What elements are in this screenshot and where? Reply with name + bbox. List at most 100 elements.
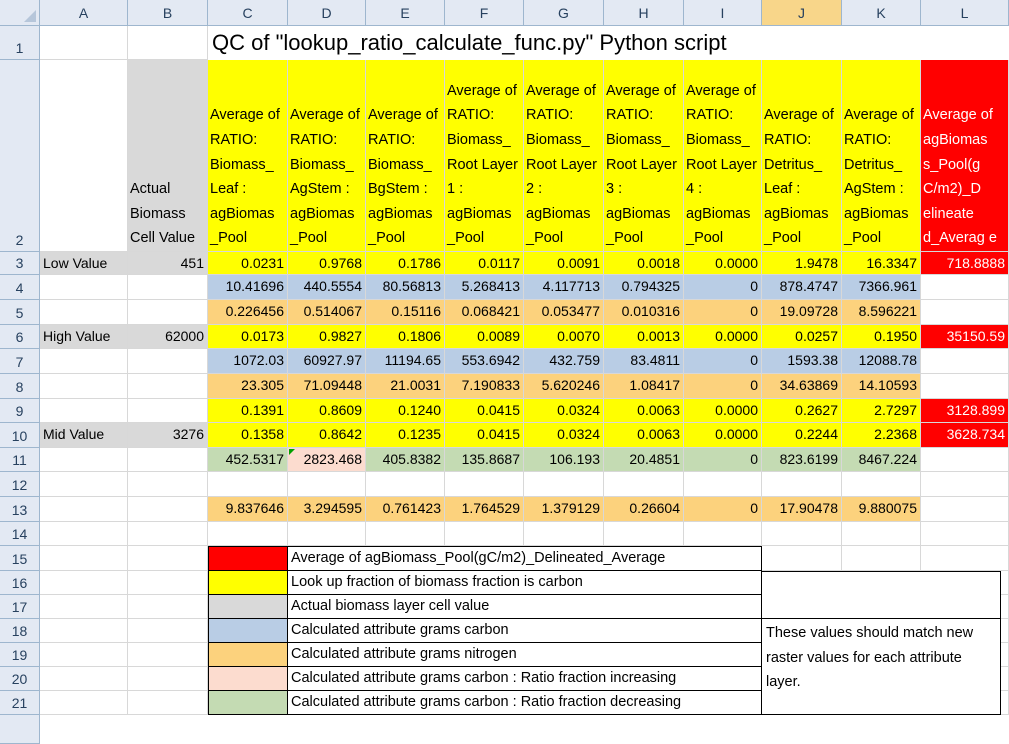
value-cell[interactable]: 823.6199 bbox=[762, 448, 842, 472]
value-cell[interactable]: 1072.03 bbox=[208, 349, 288, 374]
cell[interactable] bbox=[128, 26, 208, 60]
value-cell[interactable]: 21.0031 bbox=[366, 374, 445, 399]
row-label-cell[interactable] bbox=[40, 399, 128, 423]
row-header-10[interactable]: 10 bbox=[0, 423, 40, 448]
value-cell[interactable]: 71.09448 bbox=[288, 374, 366, 399]
cell[interactable] bbox=[366, 522, 445, 546]
row-header-7[interactable]: 7 bbox=[0, 349, 40, 374]
value-cell[interactable]: 0.010316 bbox=[604, 300, 684, 325]
row-header-partial[interactable] bbox=[0, 715, 40, 744]
cell[interactable] bbox=[524, 522, 604, 546]
value-cell[interactable]: 135.8687 bbox=[445, 448, 524, 472]
value-cell[interactable]: 9.880075 bbox=[842, 497, 921, 522]
value-cell[interactable]: 3.294595 bbox=[288, 497, 366, 522]
value-cell[interactable]: 0.0324 bbox=[524, 423, 604, 448]
cell[interactable] bbox=[445, 472, 524, 497]
value-cell[interactable]: 0.0000 bbox=[684, 325, 762, 349]
value-cell[interactable]: 0.068421 bbox=[445, 300, 524, 325]
cell[interactable] bbox=[524, 472, 604, 497]
value-cell[interactable]: 1.379129 bbox=[524, 497, 604, 522]
cell[interactable] bbox=[762, 472, 842, 497]
header-cell-h[interactable]: Average of RATIO: Biomass_ Root Layer 3 … bbox=[604, 60, 684, 252]
cell[interactable] bbox=[40, 571, 128, 595]
value-cell[interactable]: 0.0415 bbox=[445, 399, 524, 423]
value-cell[interactable]: 0.0070 bbox=[524, 325, 604, 349]
value-cell[interactable]: 1.764529 bbox=[445, 497, 524, 522]
value-cell[interactable]: 0.15116 bbox=[366, 300, 445, 325]
average-value-cell[interactable] bbox=[921, 300, 1009, 325]
value-cell[interactable]: 0.226456 bbox=[208, 300, 288, 325]
value-cell[interactable]: 0.514067 bbox=[288, 300, 366, 325]
value-cell[interactable]: 1.08417 bbox=[604, 374, 684, 399]
row-header-11[interactable]: 11 bbox=[0, 448, 40, 472]
value-cell[interactable]: 452.5317 bbox=[208, 448, 288, 472]
average-value-cell[interactable]: 3628.734 bbox=[921, 423, 1009, 448]
select-all-corner[interactable] bbox=[0, 0, 40, 26]
row-header-3[interactable]: 3 bbox=[0, 252, 40, 275]
value-cell[interactable]: 0.053477 bbox=[524, 300, 604, 325]
column-header-c[interactable]: C bbox=[208, 0, 288, 26]
cell[interactable] bbox=[128, 619, 208, 643]
biomass-value-cell[interactable]: 3276 bbox=[128, 423, 208, 448]
cell[interactable] bbox=[445, 522, 524, 546]
value-cell[interactable]: 0.0324 bbox=[524, 399, 604, 423]
value-cell[interactable]: 0.0257 bbox=[762, 325, 842, 349]
value-cell[interactable]: 0 bbox=[684, 300, 762, 325]
average-value-cell[interactable]: 35150.59 bbox=[921, 325, 1009, 349]
cell[interactable] bbox=[128, 595, 208, 619]
header-cell-l[interactable]: Average of agBiomas s_Pool(g C/m2)_D eli… bbox=[921, 60, 1009, 252]
cell[interactable] bbox=[762, 522, 842, 546]
cell[interactable] bbox=[842, 522, 921, 546]
value-cell[interactable]: 1.9478 bbox=[762, 252, 842, 275]
header-cell-b[interactable]: Actual Biomass Cell Value bbox=[128, 60, 208, 252]
value-cell[interactable]: 0.9827 bbox=[288, 325, 366, 349]
value-cell[interactable]: 0.8642 bbox=[288, 423, 366, 448]
cell[interactable] bbox=[762, 546, 842, 571]
header-cell-c[interactable]: Average of RATIO: Biomass_ Leaf : agBiom… bbox=[208, 60, 288, 252]
cell[interactable] bbox=[684, 472, 762, 497]
average-value-cell[interactable] bbox=[921, 374, 1009, 399]
average-value-cell[interactable]: 718.8888 bbox=[921, 252, 1009, 275]
average-value-cell[interactable] bbox=[921, 448, 1009, 472]
row-header-8[interactable]: 8 bbox=[0, 374, 40, 399]
value-cell[interactable]: 60927.97 bbox=[288, 349, 366, 374]
row-header-17[interactable]: 17 bbox=[0, 595, 40, 619]
header-cell-f[interactable]: Average of RATIO: Biomass_ Root Layer 1 … bbox=[445, 60, 524, 252]
value-cell[interactable]: 405.8382 bbox=[366, 448, 445, 472]
cell[interactable] bbox=[40, 522, 128, 546]
value-cell[interactable]: 20.4851 bbox=[604, 448, 684, 472]
cell[interactable] bbox=[128, 522, 208, 546]
biomass-value-cell[interactable] bbox=[128, 374, 208, 399]
value-cell[interactable]: 5.268413 bbox=[445, 275, 524, 300]
value-cell[interactable]: 8467.224 bbox=[842, 448, 921, 472]
value-cell[interactable]: 0.794325 bbox=[604, 275, 684, 300]
cell[interactable] bbox=[40, 691, 128, 715]
header-cell-k[interactable]: Average of RATIO: Detritus_ AgStem : agB… bbox=[842, 60, 921, 252]
row-label-cell[interactable] bbox=[40, 275, 128, 300]
cell[interactable] bbox=[40, 643, 128, 667]
cell[interactable] bbox=[128, 667, 208, 691]
row-header-12[interactable]: 12 bbox=[0, 472, 40, 497]
value-cell[interactable]: 0.1240 bbox=[366, 399, 445, 423]
row-header-18[interactable]: 18 bbox=[0, 619, 40, 643]
column-header-h[interactable]: H bbox=[604, 0, 684, 26]
value-cell[interactable]: 7366.961 bbox=[842, 275, 921, 300]
value-cell[interactable]: 0 bbox=[684, 349, 762, 374]
biomass-value-cell[interactable] bbox=[128, 497, 208, 522]
column-header-k[interactable]: K bbox=[842, 0, 921, 26]
row-label-cell[interactable] bbox=[40, 349, 128, 374]
average-value-cell[interactable] bbox=[921, 275, 1009, 300]
value-cell[interactable]: 0.8609 bbox=[288, 399, 366, 423]
header-cell-g[interactable]: Average of RATIO: Biomass_ Root Layer 2 … bbox=[524, 60, 604, 252]
value-cell[interactable]: 878.4747 bbox=[762, 275, 842, 300]
value-cell[interactable]: 10.41696 bbox=[208, 275, 288, 300]
value-cell[interactable]: 14.10593 bbox=[842, 374, 921, 399]
cell[interactable] bbox=[40, 546, 128, 571]
value-cell[interactable]: 9.837646 bbox=[208, 497, 288, 522]
value-cell[interactable]: 2.2368 bbox=[842, 423, 921, 448]
value-cell[interactable]: 4.117713 bbox=[524, 275, 604, 300]
value-cell[interactable]: 80.56813 bbox=[366, 275, 445, 300]
value-cell[interactable]: 0.1358 bbox=[208, 423, 288, 448]
value-cell[interactable]: 0 bbox=[684, 275, 762, 300]
average-value-cell[interactable]: 3128.899 bbox=[921, 399, 1009, 423]
